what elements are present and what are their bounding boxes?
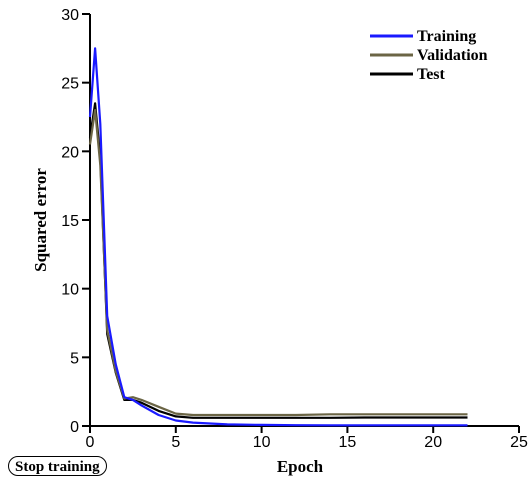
legend-label-validation: Validation (417, 47, 488, 64)
series-layer (88, 47, 468, 427)
x-axis-title: Epoch (277, 457, 324, 476)
x-tick-label: 0 (86, 434, 95, 451)
y-tick-label: 5 (70, 350, 79, 367)
y-tick-label: 30 (61, 7, 79, 24)
y-tick-label: 0 (70, 419, 79, 436)
series-line-test (88, 102, 468, 419)
stop-training-button[interactable]: Stop training (8, 456, 107, 476)
y-tick-label: 20 (61, 144, 79, 161)
y-axis-title: Squared error (31, 168, 50, 272)
series-line-validation (88, 108, 468, 417)
x-tick-label: 15 (339, 434, 357, 451)
legend: Training Validation Test (370, 28, 488, 83)
legend-label-test: Test (417, 66, 446, 83)
x-tick-label: 5 (171, 434, 180, 451)
x-tick-label: 20 (424, 434, 442, 451)
x-tick-label: 25 (510, 434, 528, 451)
series-line-training (88, 47, 468, 427)
y-tick-label: 25 (61, 76, 79, 93)
axes: 0 5 10 15 20 25 30 0 5 10 15 20 25 (61, 7, 528, 451)
y-tick-label: 10 (61, 282, 79, 299)
legend-label-training: Training (417, 28, 476, 45)
x-tick-label: 10 (253, 434, 271, 451)
y-tick-label: 15 (61, 213, 79, 230)
